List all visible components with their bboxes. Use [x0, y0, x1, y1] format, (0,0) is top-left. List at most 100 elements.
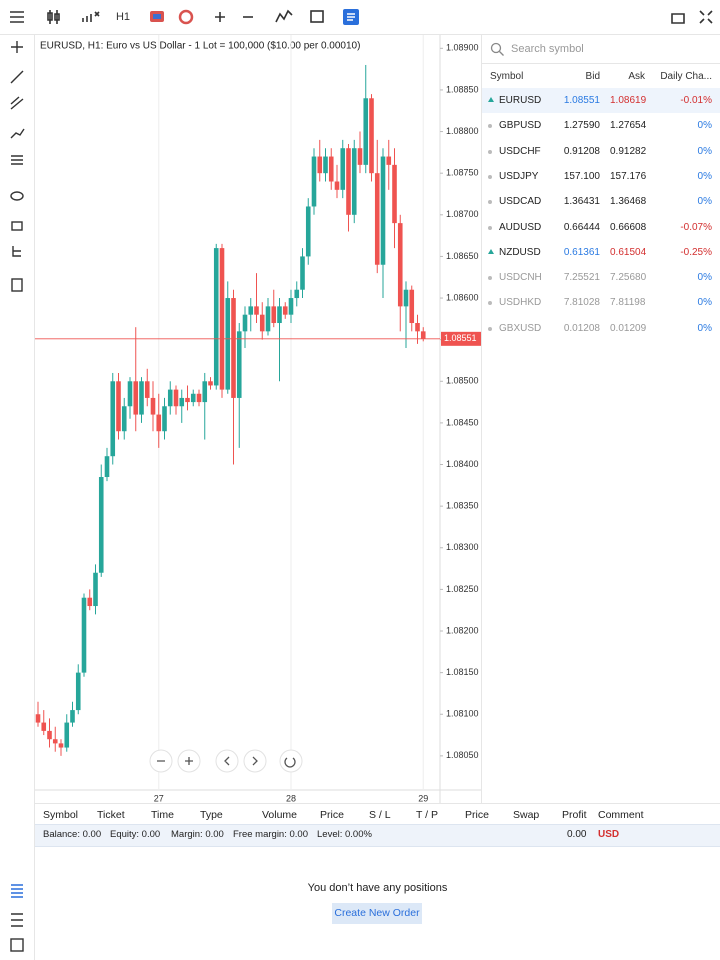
tree-tool[interactable] — [12, 246, 21, 257]
candle-body — [75, 672, 81, 711]
daily-change: -0.01% — [680, 95, 712, 106]
bid: 1.08551 — [563, 95, 600, 106]
daily-change: 0% — [697, 297, 712, 309]
positions-column: Ticket — [97, 809, 125, 821]
candle-body — [369, 98, 374, 174]
y-tick-label: 1.08800 — [446, 126, 479, 136]
symbol: USDJPY — [499, 170, 539, 182]
y-tick-label: 1.08600 — [446, 292, 479, 302]
watchlist-row[interactable]: USDHKD 7.81028 7.81198 0% — [482, 290, 720, 315]
trade-icon-inner — [153, 14, 161, 19]
trend-marker — [488, 248, 494, 254]
positions-column: Symbol — [43, 809, 79, 821]
candle-body — [397, 223, 403, 307]
candle-body — [248, 306, 254, 315]
zoom-in-icon[interactable] — [215, 12, 225, 22]
watchlist-header: Symbol Bid Ask Daily Cha... — [482, 63, 720, 90]
trend-marker — [488, 301, 492, 306]
summary-bar — [35, 824, 720, 847]
positions-column: Time — [151, 809, 174, 821]
candle-body — [213, 248, 219, 386]
candle-body — [236, 331, 242, 398]
candle-body — [231, 298, 236, 398]
candle-body — [259, 314, 265, 332]
ask: 0.91282 — [610, 145, 647, 157]
candle-body — [277, 306, 282, 324]
symbol: EURUSD — [499, 95, 542, 106]
timeframe[interactable]: H1 — [116, 11, 130, 23]
lock-tool[interactable] — [11, 221, 23, 231]
x-tick-label: 28 — [286, 793, 296, 803]
candle-body — [294, 289, 300, 299]
daily-change: 0% — [697, 120, 712, 132]
chart-title: EURUSD, H1: Euro vs US Dollar - 1 Lot = … — [40, 41, 360, 52]
ask: 1.36468 — [610, 196, 647, 208]
pattern-tool[interactable] — [10, 128, 25, 139]
history-tool[interactable] — [11, 913, 23, 927]
depth-icon[interactable] — [178, 9, 194, 25]
daily-change: -0.07% — [680, 221, 712, 233]
y-tick-label: 1.08100 — [446, 709, 479, 719]
screenshot-icon[interactable] — [671, 10, 713, 24]
scroll-left-button[interactable] — [215, 749, 239, 773]
positions-column: Price — [465, 809, 489, 821]
x-tick-label: 29 — [418, 793, 428, 803]
scroll-right-button[interactable] — [243, 749, 267, 773]
toolbar-icons: H1 — [10, 9, 713, 25]
watchlist-row[interactable]: GBXUSD 0.01208 0.01209 0% — [482, 316, 720, 341]
symbol: USDCNH — [499, 272, 542, 284]
fib-tool[interactable] — [11, 155, 23, 165]
trend-marker — [488, 326, 492, 331]
positions-column: T / P — [416, 809, 438, 821]
empty-message: You don’t have any positions — [307, 882, 448, 894]
menu-icon[interactable] — [10, 11, 24, 23]
y-tick-label: 1.08500 — [446, 376, 479, 386]
positions-column: Profit — [562, 809, 587, 821]
toolbar — [0, 0, 720, 35]
watchlist-row[interactable]: AUDUSD 0.66444 0.66608 -0.07% — [482, 215, 720, 240]
summary-item: Equity: 0.00 — [110, 829, 161, 840]
watchlist-row[interactable]: USDCHF 0.91208 0.91282 0% — [482, 139, 720, 164]
candle-body — [346, 148, 351, 215]
current-price-label: 1.08551 — [444, 333, 477, 343]
candle-body — [179, 397, 185, 407]
create-order-button[interactable]: Create New Order — [332, 903, 422, 924]
journal-tool[interactable] — [10, 938, 24, 952]
ask: 0.61504 — [610, 246, 647, 258]
calendar-icon[interactable] — [310, 10, 324, 23]
x-tick-label: 27 — [154, 793, 164, 803]
channel-tool[interactable] — [10, 96, 24, 110]
candle-body — [420, 331, 426, 339]
y-tick-label: 1.08150 — [446, 667, 479, 677]
watchlist-row[interactable]: GBPUSD 1.27590 1.27654 0% — [482, 113, 720, 138]
ask: 0.01209 — [610, 322, 647, 334]
y-tick-label: 1.08050 — [446, 750, 479, 760]
watchlist-row[interactable]: USDJPY 157.100 157.176 0% — [482, 164, 720, 189]
candle-body — [93, 572, 98, 607]
positions-column: S / L — [369, 809, 391, 821]
trend-marker — [488, 276, 492, 281]
column-header: Daily Cha... — [660, 71, 712, 82]
search-input[interactable]: Search symbol — [511, 43, 584, 55]
indicators-icon[interactable] — [82, 11, 100, 22]
visibility-tool[interactable] — [10, 191, 24, 201]
y-tick-label: 1.08750 — [446, 168, 479, 178]
line-tool[interactable] — [10, 70, 24, 84]
reset-button[interactable] — [279, 749, 303, 773]
objects-icon[interactable] — [275, 9, 293, 23]
watchlist-row[interactable]: USDCNH 7.25521 7.25680 0% — [482, 265, 720, 290]
positions-tab[interactable] — [11, 884, 23, 898]
layers-tool[interactable] — [11, 278, 23, 292]
chart-type-icon[interactable] — [47, 10, 60, 24]
candle-body — [116, 381, 121, 432]
watchlist-row[interactable]: EURUSD 1.08551 1.08619 -0.01% — [482, 88, 720, 113]
watchlist-row[interactable]: USDCAD 1.36431 1.36468 0% — [482, 189, 720, 214]
daily-change: 0% — [697, 145, 712, 157]
crosshair-tool[interactable] — [11, 41, 23, 53]
y-tick-label: 1.08250 — [446, 584, 479, 594]
candle-body — [185, 397, 190, 403]
watchlist-row[interactable]: NZDUSD 0.61361 0.61504 -0.25% — [482, 240, 720, 265]
profit: 0.00 — [567, 829, 587, 840]
candle-body — [156, 414, 162, 432]
